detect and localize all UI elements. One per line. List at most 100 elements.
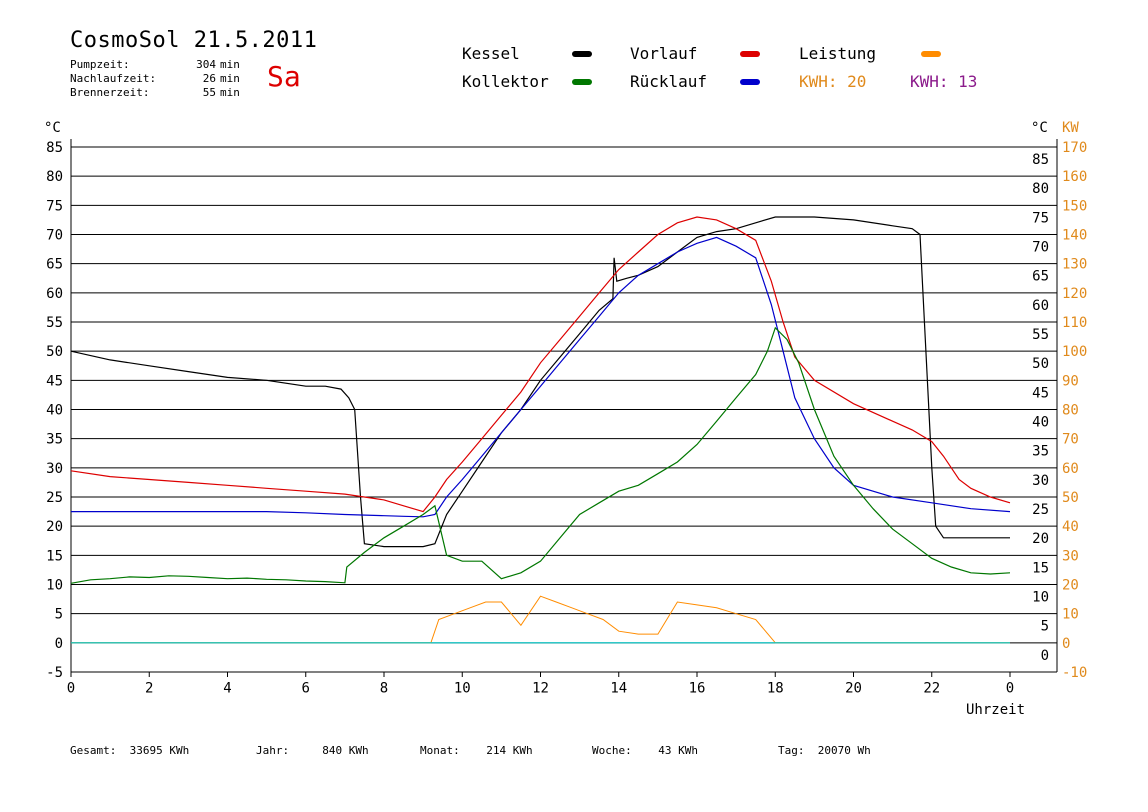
stat-label: Brennerzeit: [70,86,150,99]
y2-tick-label: 30 [1062,548,1079,564]
x-tick-label: 20 [845,681,862,697]
legend-label-kollektor: Kollektor [462,72,549,91]
y-tick-label-left: 55 [46,315,63,331]
series-line-leistung [71,595,1010,644]
y2-tick-label: 40 [1062,519,1079,535]
y2-tick-label: 120 [1062,286,1087,302]
footer-value: 840 KWh [322,744,369,757]
stat-label: Pumpzeit: [70,58,130,71]
y-tick-label-right: 30 [1032,473,1049,489]
y-tick-label-right: 10 [1032,590,1049,606]
legend-swatch-leistung [921,51,941,57]
stat-value: 304 [196,58,216,71]
y2-tick-label: 20 [1062,578,1079,594]
y-tick-label-right: 20 [1032,531,1049,547]
y2-tick-label: 60 [1062,461,1079,477]
x-tick-label: 12 [532,681,549,697]
kwh-value: 13 [958,72,978,91]
y-tick-label-right: 70 [1032,240,1049,256]
x-tick-label: 4 [223,681,231,697]
y-tick-label-right: 25 [1032,502,1049,518]
y2-tick-label: 90 [1062,373,1079,389]
y-tick-label-left: 80 [46,169,63,185]
kwh-label: KWH: [799,72,838,91]
y-tick-label-left: 5 [55,607,63,623]
footer-value: 33695 KWh [129,744,190,757]
y-tick-label-right: 0 [1041,648,1049,664]
x-tick-label: 2 [145,681,153,697]
y2-tick-label: -10 [1062,665,1087,681]
y-tick-label-right: 80 [1032,181,1049,197]
y2-tick-label: 130 [1062,257,1087,273]
y2-tick-label: 110 [1062,315,1087,331]
series-line-vorlauf [70,216,1011,513]
y2-axis-unit: KW [1062,120,1079,136]
y-tick-label-right: 40 [1032,415,1049,431]
x-tick-label: 10 [454,681,471,697]
legend-swatch-kollektor [572,79,592,85]
stat-unit: min [220,86,240,99]
y-tick-label-left: 25 [46,490,63,506]
kwh-label: KWH: [910,72,949,91]
y2-tick-label: 80 [1062,403,1079,419]
y-tick-label-left: 65 [46,257,63,273]
legend-label-leistung: Leistung [799,44,877,63]
y-tick-label-left: 70 [46,228,63,244]
stat-value: 26 [202,72,216,85]
x-tick-label: 8 [380,681,388,697]
y-tick-label-left: 60 [46,286,63,302]
footer-value: 43 KWh [658,744,698,757]
y-axis-unit-right: °C [1031,120,1048,136]
y2-tick-label: 160 [1062,169,1087,185]
y-tick-label-left: 10 [46,578,63,594]
x-tick-label: 14 [610,681,627,697]
kwh-value: 20 [847,72,867,91]
y-tick-label-left: 75 [46,198,63,214]
footer-label: Gesamt: [70,744,117,757]
stat-brennerzeit: Brennerzeit: 55 min [70,86,240,99]
legend-label-kessel: Kessel [462,44,520,63]
weekday-label: Sa [267,60,301,93]
x-tick-label: 16 [689,681,706,697]
y-tick-label-left: 45 [46,373,63,389]
y-tick-label-right: 15 [1032,560,1049,576]
kwh-readout-2: KWH: 13 [910,72,977,91]
y-tick-label-left: 85 [46,140,63,156]
stat-unit: min [220,58,240,71]
footer-jahr: Jahr: 840 KWh [256,744,369,757]
stat-nachlaufzeit: Nachlaufzeit: 26 min [70,72,240,85]
y-tick-label-left: 40 [46,403,63,419]
footer-woche: Woche: 43 KWh [592,744,698,757]
page-title: CosmoSol 21.5.2011 [70,28,318,53]
y-tick-label-right: 55 [1032,327,1049,343]
y-tick-label-left: 50 [46,344,63,360]
stat-unit: min [220,72,240,85]
y-tick-label-left: 0 [55,636,63,652]
footer-label: Tag: [778,744,805,757]
footer-tag: Tag: 20070 Wh [778,744,871,757]
x-axis-unit: Uhrzeit [966,702,1026,718]
footer-label: Monat: [420,744,460,757]
y2-tick-label: 140 [1062,228,1087,244]
legend-swatch-ruecklauf [740,79,760,85]
y-tick-label-right: 65 [1032,269,1049,285]
stat-label: Nachlaufzeit: [70,72,157,85]
y-tick-label-right: 50 [1032,356,1049,372]
legend-label-vorlauf: Vorlauf [630,44,698,63]
y-tick-label-left: 20 [46,519,63,535]
x-tick-label: 0 [67,681,75,697]
legend-swatch-kessel [572,51,592,57]
footer-gesamt: Gesamt: 33695 KWh [70,744,189,757]
y-tick-label-right: 35 [1032,444,1049,460]
y-tick-label-right: 45 [1032,385,1049,401]
y2-tick-label: 50 [1062,490,1079,506]
y2-tick-label: 10 [1062,607,1079,623]
y-tick-label-left: -5 [46,665,63,681]
y-tick-label-left: 30 [46,461,63,477]
footer-monat: Monat: 214 KWh [420,744,533,757]
y2-tick-label: 100 [1062,344,1087,360]
y-tick-label-right: 5 [1041,619,1049,635]
y2-tick-label: 170 [1062,140,1087,156]
y-tick-label-right: 85 [1032,152,1049,168]
